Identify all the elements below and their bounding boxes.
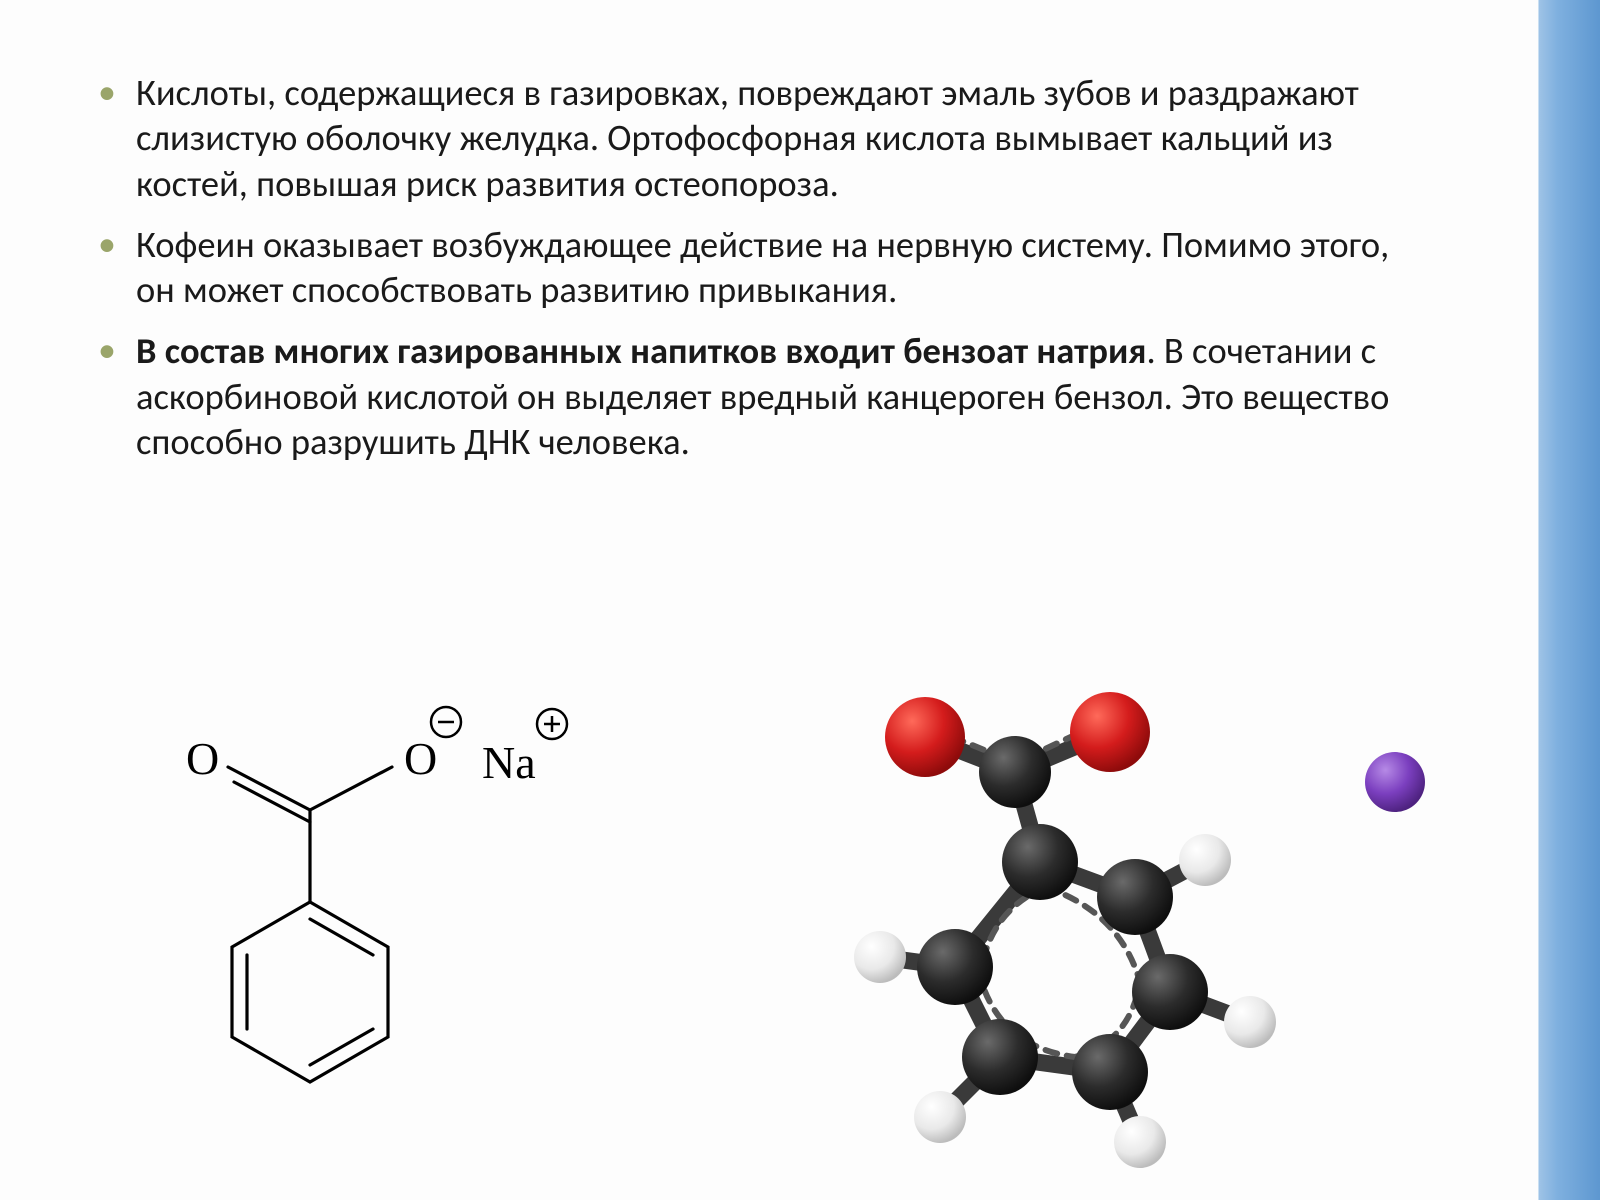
- benzoate-ball-stick-icon: [790, 672, 1510, 1182]
- bullet-item: В состав многих газированных напитков вх…: [90, 328, 1430, 464]
- slide-accent-stripe: [1538, 0, 1600, 1200]
- slide: Кислоты, содержащиеся в газировках, повр…: [0, 0, 1600, 1200]
- bullet-text: Кислоты, содержащиеся в газировках, повр…: [136, 70, 1359, 206]
- atom-label-O: O: [186, 733, 219, 784]
- atom-label-O: O: [404, 733, 437, 784]
- bullet-text: Кофеин оказывает возбуждающее действие н…: [136, 222, 1389, 312]
- bullet-item: Кофеин оказывает возбуждающее действие н…: [90, 222, 1430, 313]
- bullet-list: Кислоты, содержащиеся в газировках, повр…: [90, 70, 1430, 464]
- atom-label-Na: Na: [482, 737, 536, 788]
- bullet-bold-lead: В состав многих газированных напитков вх…: [136, 328, 1146, 373]
- benzoate-skeletal-formula-icon: O O Na: [120, 682, 600, 1182]
- bullet-item: Кислоты, содержащиеся в газировках, повр…: [90, 70, 1430, 206]
- sodium-ion-icon: [1365, 752, 1425, 812]
- figures-row: O O Na: [90, 676, 1470, 1176]
